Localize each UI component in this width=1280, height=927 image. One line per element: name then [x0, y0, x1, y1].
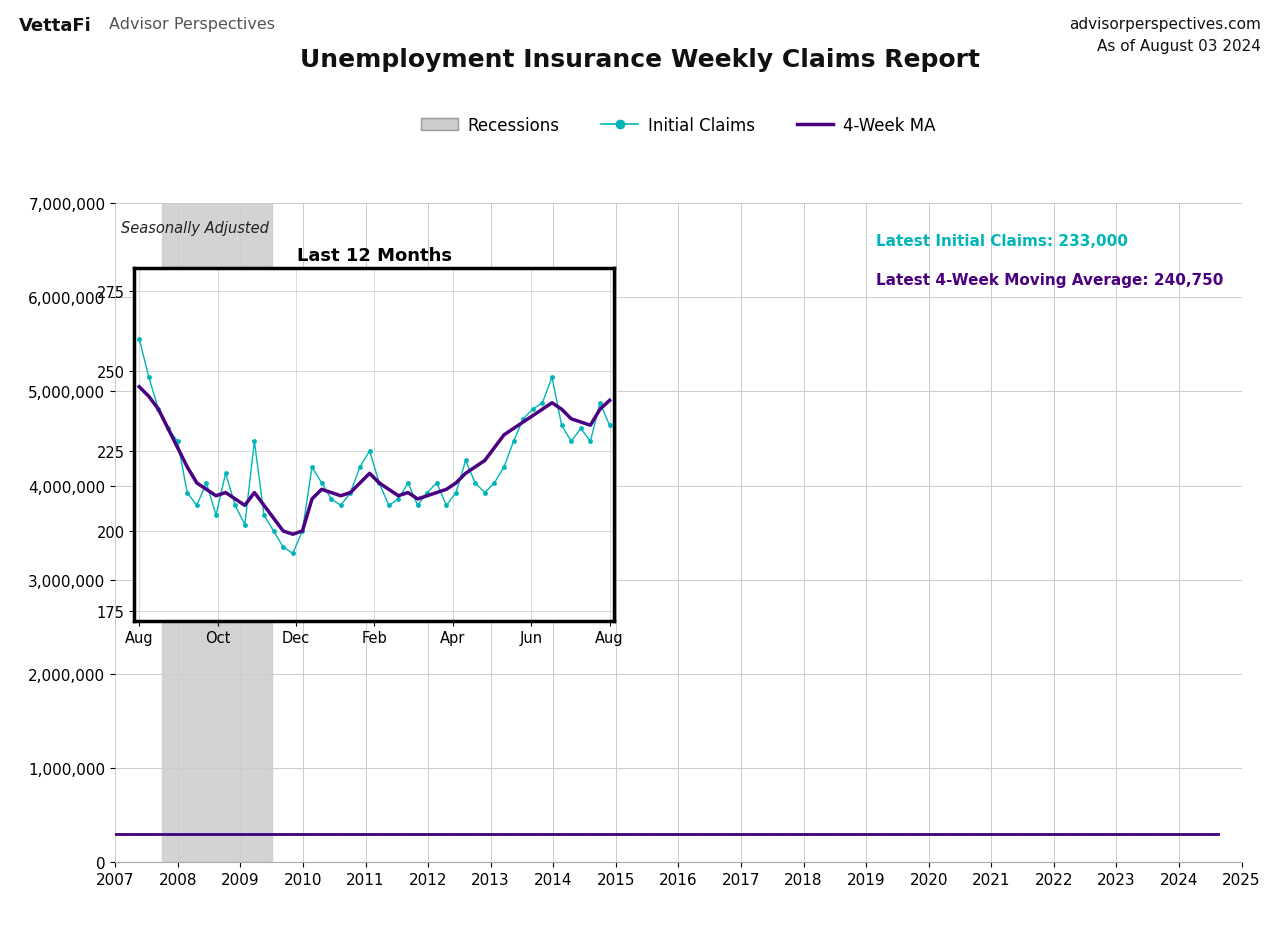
Text: advisorperspectives.com: advisorperspectives.com: [1069, 17, 1261, 32]
Legend: Recessions, Initial Claims, 4-Week MA: Recessions, Initial Claims, 4-Week MA: [415, 110, 942, 142]
Text: Latest 4-Week Moving Average: 240,750: Latest 4-Week Moving Average: 240,750: [876, 273, 1222, 288]
Text: Latest Initial Claims: 233,000: Latest Initial Claims: 233,000: [876, 234, 1128, 248]
Text: VettaFi: VettaFi: [19, 17, 92, 34]
Text: As of August 03 2024: As of August 03 2024: [1097, 39, 1261, 54]
Title: Last 12 Months: Last 12 Months: [297, 247, 452, 264]
Text: Seasonally Adjusted: Seasonally Adjusted: [120, 221, 269, 235]
Text: Advisor Perspectives: Advisor Perspectives: [109, 17, 275, 32]
Text: Unemployment Insurance Weekly Claims Report: Unemployment Insurance Weekly Claims Rep…: [300, 48, 980, 72]
Bar: [163, 204, 271, 862]
